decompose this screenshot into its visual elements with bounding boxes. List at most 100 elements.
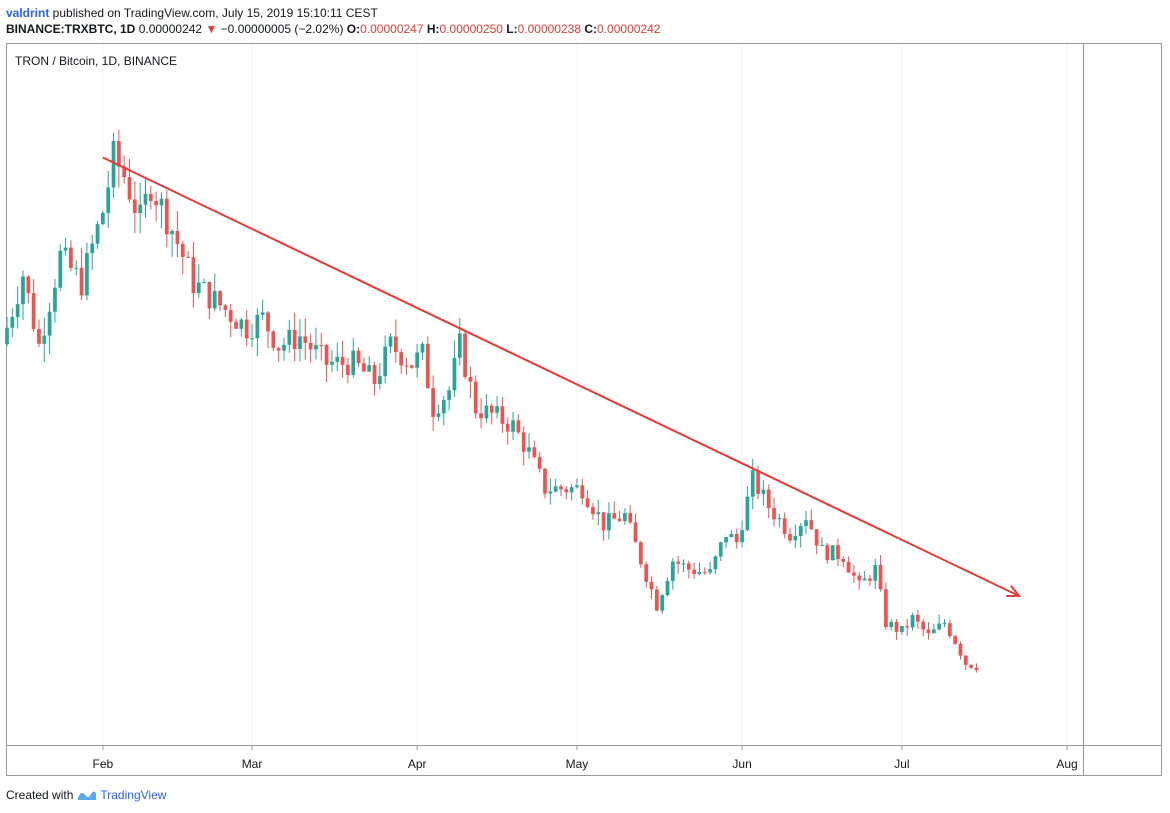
candle-body — [921, 621, 926, 630]
candle-body — [798, 525, 803, 537]
author-link[interactable]: valdrint — [6, 6, 50, 20]
candle-body — [836, 545, 840, 560]
candle-body — [947, 623, 952, 637]
trendline[interactable] — [102, 156, 1020, 597]
published-text: published on TradingView.com, July 15, 2… — [49, 6, 378, 20]
candle-body — [351, 350, 356, 375]
candle-body — [170, 231, 174, 235]
candle-body — [132, 199, 137, 214]
candle-body — [388, 336, 393, 347]
candle-body — [479, 413, 483, 419]
candle-body — [191, 257, 196, 294]
candle-body — [228, 309, 233, 322]
candle-body — [788, 533, 792, 541]
candle-body — [910, 614, 915, 628]
high-label: H: — [426, 22, 440, 36]
candle-body — [425, 343, 430, 389]
candle-body — [63, 247, 68, 251]
candle-body — [79, 267, 84, 296]
candle-body — [415, 352, 420, 368]
candle-body — [186, 256, 190, 258]
time-tick-label: Mar — [242, 757, 263, 771]
candle-body — [164, 198, 169, 235]
candle-body — [953, 636, 958, 644]
candle-body — [676, 561, 681, 564]
time-tick-label: May — [566, 757, 589, 771]
symbol-label: TRON / Bitcoin, 1D, BINANCE — [15, 54, 178, 68]
candle-body — [154, 200, 159, 206]
candle-body — [868, 578, 872, 581]
candle-body — [772, 508, 776, 520]
candle-body — [894, 621, 899, 632]
open-label: O: — [346, 22, 361, 36]
low-value: 0.00000238 — [517, 22, 582, 36]
candle-body — [708, 569, 712, 573]
candle-body — [95, 224, 100, 244]
candle-body — [713, 556, 718, 570]
candle-body — [175, 231, 180, 244]
candle-body — [457, 333, 462, 358]
candle-body — [905, 626, 910, 628]
candle-body — [447, 390, 451, 400]
candle-body — [324, 345, 329, 365]
close-label: C: — [584, 22, 598, 36]
candle-body — [495, 406, 499, 413]
candle-body — [670, 561, 675, 581]
candle-body — [441, 399, 446, 414]
time-tick-label: Jul — [894, 757, 909, 771]
candle-body — [617, 518, 622, 522]
candle-body — [26, 276, 31, 294]
candle-body — [569, 487, 574, 493]
tradingview-logo[interactable]: TradingView — [77, 788, 166, 802]
candle-body — [138, 204, 143, 214]
candle-body — [10, 316, 15, 328]
candle-body — [937, 623, 942, 630]
candle-body — [5, 327, 9, 345]
chart-frame[interactable] — [6, 43, 1162, 776]
candle-body — [793, 536, 798, 541]
candle-body — [692, 569, 697, 575]
candle-body — [505, 423, 510, 432]
candle-body — [931, 629, 936, 634]
candle-body — [766, 489, 771, 509]
high-value: 0.00000250 — [439, 22, 503, 36]
candle-body — [596, 512, 601, 515]
candle-body — [271, 331, 276, 348]
candle-body — [516, 420, 521, 433]
candle-body — [346, 364, 350, 375]
tradingview-brand: TradingView — [100, 788, 167, 802]
candle-body — [575, 485, 579, 488]
candle-body — [543, 468, 547, 494]
candle-body — [303, 336, 308, 343]
candle-body — [958, 643, 963, 656]
candle-body — [202, 281, 206, 283]
candle-body — [511, 420, 515, 432]
ohlc-line: BINANCE:TRXBTC, 1D 0.00000242 ▼ −0.00000… — [6, 22, 660, 36]
candle-body — [431, 388, 436, 417]
candle-body — [745, 496, 750, 531]
candle-body — [111, 141, 116, 188]
time-tick-label: Apr — [408, 757, 427, 771]
candle-body — [963, 655, 968, 665]
candle-body — [468, 376, 473, 382]
candle-body — [660, 595, 665, 611]
candle-body — [452, 357, 457, 391]
candle-body — [69, 247, 73, 268]
candle-body — [878, 565, 883, 590]
candle-body — [580, 485, 585, 499]
candle-body — [372, 365, 377, 384]
candle-body — [15, 304, 20, 317]
candle-body — [830, 545, 835, 561]
time-tick-label: Jun — [732, 757, 751, 771]
candle-body — [122, 166, 127, 178]
candle-body — [239, 319, 244, 329]
candle-body — [335, 356, 340, 362]
candle-body — [852, 572, 856, 576]
candle-body — [564, 489, 569, 493]
candle-body — [362, 363, 366, 372]
candle-body — [399, 352, 404, 366]
candle-body — [862, 578, 867, 581]
candle-body — [90, 243, 95, 254]
candle-body — [654, 589, 659, 611]
